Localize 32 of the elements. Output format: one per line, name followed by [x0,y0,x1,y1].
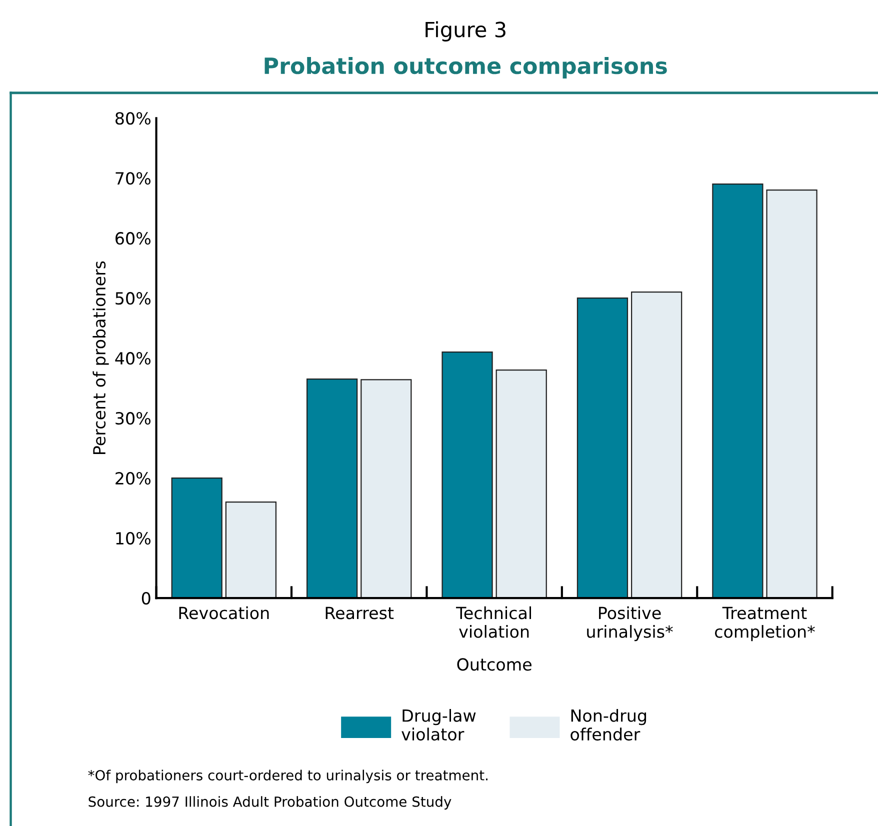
y-tick-label: 80% [116,112,151,125]
bar [576,298,628,598]
bar [442,352,493,598]
chart-subtitle: Probation outcome comparisons [264,56,667,78]
bar [306,378,358,598]
legend-label: Non-drug offender [570,709,646,741]
y-tick-label: 0 [142,592,150,605]
bar [496,370,547,598]
bar [712,184,764,598]
bar [225,501,276,598]
bar [766,190,818,598]
x-tick-label: Treatment completion* [714,606,815,642]
y-tick-label: 70% [116,172,151,185]
bar [360,379,412,598]
chart-title: Figure 3 [426,21,506,42]
bar [631,292,682,598]
x-tick-label: Positive urinalysis* [587,606,673,642]
y-tick-label: 30% [116,412,151,425]
x-axis-title: Outcome [457,658,532,671]
y-tick-label: 50% [116,292,151,305]
x-tick-label: Rearrest [326,606,394,620]
source-note: Source: 1997 Illinois Adult Probation Outcome Study [88,796,452,810]
text: *Of probationers court-ordered to urinalysis or treatment. [88,770,488,784]
x-tick-label: Technical violation [456,606,532,638]
y-tick-label: 20% [116,472,151,485]
bar [171,477,222,598]
legend-label: Drug-law violator [402,709,476,741]
y-axis-title: Percent of probationers [92,261,109,454]
x-tick-label: Revocation [179,606,269,620]
y-tick-label: 10% [116,532,151,545]
y-tick-label: 60% [116,232,151,245]
y-tick-label: 40% [115,352,151,365]
